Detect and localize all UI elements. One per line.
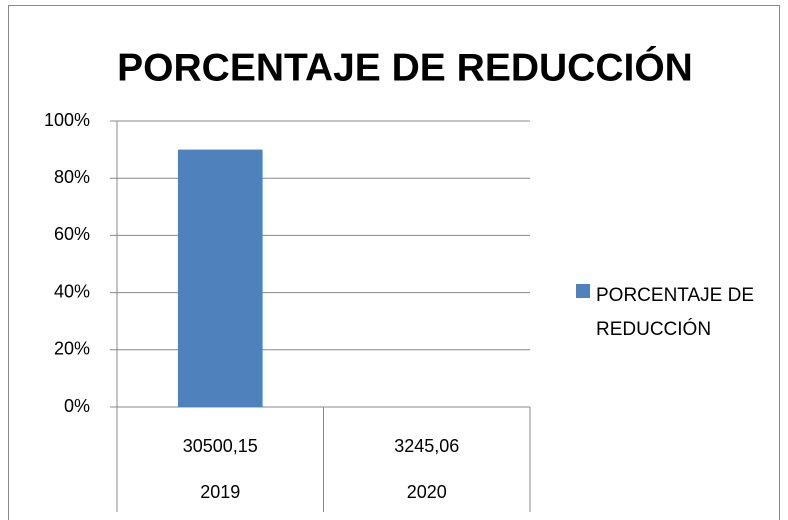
y-tick-label: 40%	[54, 281, 90, 301]
x-tick-label: 3245,06	[394, 436, 459, 456]
chart-title: PORCENTAJE DE REDUCCIÓN	[117, 45, 693, 89]
chart-frame	[8, 5, 780, 520]
y-tick-label: 60%	[54, 224, 90, 244]
x-group-label: 2020	[407, 482, 447, 502]
y-tick-label: 100%	[44, 110, 90, 130]
legend-swatch	[576, 284, 590, 298]
y-tick-label: 20%	[54, 339, 90, 359]
y-tick-label: 80%	[54, 167, 90, 187]
legend-label: PORCENTAJE DE REDUCCIÓN	[596, 285, 755, 340]
x-group-label: 2019	[200, 482, 240, 502]
y-tick-label: 0%	[64, 396, 90, 416]
x-tick-label: 30500,15	[183, 436, 258, 456]
bar	[177, 149, 263, 407]
